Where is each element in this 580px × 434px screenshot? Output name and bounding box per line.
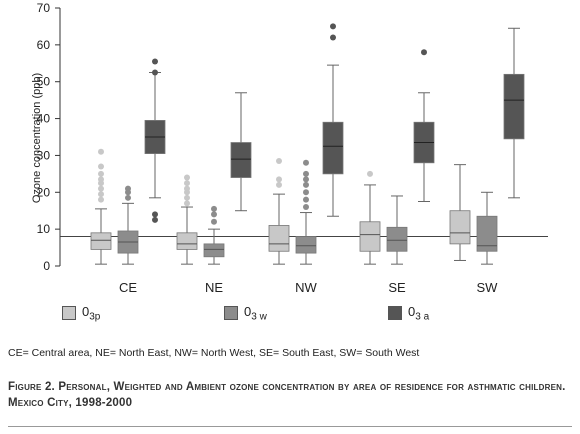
box-3a-NE: [230, 92, 252, 212]
x-tick-label: CE: [119, 280, 137, 295]
abbreviations-note: CE= Central area, NE= North East, NW= No…: [8, 347, 420, 359]
box-3p-SE: [359, 170, 381, 265]
outlier-point: [152, 216, 158, 223]
outlier-point: [421, 49, 427, 56]
divider: [8, 426, 572, 427]
box-3p-NE: [176, 174, 198, 265]
outlier-point: [211, 218, 217, 225]
box-iqr: [449, 210, 471, 245]
x-tick-label: NE: [205, 280, 223, 295]
x-tick-label: NW: [295, 280, 317, 295]
box-iqr: [476, 215, 498, 252]
outlier-point: [98, 170, 104, 177]
legend: 03p 03 w 03 a: [62, 304, 522, 332]
y-tick-label: 30: [37, 148, 51, 162]
box-iqr: [322, 121, 344, 175]
y-tick-label: 10: [37, 222, 51, 236]
outlier-point: [152, 69, 158, 76]
legend-swatch-ambient: [388, 306, 402, 321]
outlier-point: [184, 194, 190, 201]
x-axis-labels: CE NE NW SE SW: [119, 280, 498, 295]
y-tick-label: 0: [43, 259, 50, 273]
box-iqr: [386, 226, 408, 252]
y-tick-label: 60: [37, 38, 51, 52]
outlier-point: [303, 189, 309, 196]
legend-swatch-personal: [62, 306, 76, 321]
outlier-point: [152, 211, 158, 218]
box-iqr: [268, 225, 290, 252]
outlier-point: [184, 174, 190, 181]
y-tick-label: 50: [37, 75, 51, 89]
legend-swatch-weighted: [224, 306, 238, 321]
outlier-point: [184, 185, 190, 192]
box-3a-SW: [503, 27, 525, 199]
outlier-point: [276, 157, 282, 164]
x-tick-label: SE: [388, 280, 406, 295]
box-3p-NW: [268, 157, 290, 265]
box-iqr: [295, 236, 317, 254]
box-3w-SW: [476, 191, 498, 265]
outlier-point: [98, 196, 104, 203]
box-3w-CE: [117, 185, 139, 265]
outlier-point: [211, 211, 217, 218]
y-axis-title: Ozone concentration (ppb): [31, 73, 43, 203]
legend-label-personal: 03p: [82, 304, 101, 323]
outlier-point: [276, 176, 282, 183]
box-iqr: [203, 243, 225, 258]
outlier-point: [184, 200, 190, 207]
outlier-point: [303, 170, 309, 177]
outlier-point: [152, 58, 158, 65]
outlier-point: [98, 191, 104, 198]
legend-item-personal: 03p: [62, 304, 100, 323]
box-3w-NE: [203, 205, 225, 265]
outlier-point: [303, 204, 309, 211]
outlier-point: [125, 185, 131, 192]
box-iqr: [359, 221, 381, 252]
outlier-point: [303, 176, 309, 183]
box-3a-NW: [322, 23, 344, 217]
outlier-point: [125, 194, 131, 201]
outlier-point: [303, 181, 309, 188]
box-3a-SE: [413, 49, 435, 202]
outlier-point: [211, 205, 217, 212]
box-iqr: [176, 232, 198, 250]
box-3p-CE: [90, 148, 112, 265]
box-iqr: [503, 73, 525, 140]
box-3w-SE: [386, 195, 408, 265]
outlier-point: [98, 176, 104, 183]
y-tick-label: 70: [37, 1, 51, 15]
outlier-point: [184, 180, 190, 187]
outlier-point: [98, 148, 104, 155]
y-tick-label: 20: [37, 185, 51, 199]
figure-caption: Figure 2. Personal, Weighted and Ambient…: [8, 381, 566, 409]
outlier-point: [303, 159, 309, 166]
outlier-point: [303, 196, 309, 203]
outlier-point: [276, 181, 282, 188]
legend-item-ambient: 03 a: [388, 304, 429, 323]
outlier-point: [367, 170, 373, 177]
box-3a-CE: [144, 58, 166, 223]
box-iqr: [230, 142, 252, 178]
legend-item-weighted: 03 w: [224, 304, 267, 323]
box-iqr: [90, 232, 112, 250]
box-3w-NW: [295, 159, 317, 265]
legend-label-weighted: 03 w: [244, 304, 267, 323]
box-3p-SW: [449, 164, 471, 261]
outlier-point: [330, 23, 336, 30]
outlier-point: [98, 185, 104, 192]
boxplot-chart: 0 10 20 30 40 50 60 70 CE NE NW SE SW Ozone concent…: [31, 1, 548, 295]
y-axis: 0 10 20 30 40 50 60 70: [37, 1, 548, 273]
box-series: [90, 23, 525, 265]
outlier-point: [330, 34, 336, 41]
outlier-point: [98, 163, 104, 170]
x-tick-label: SW: [477, 280, 499, 295]
legend-label-ambient: 03 a: [408, 304, 430, 323]
y-tick-label: 40: [37, 112, 51, 126]
